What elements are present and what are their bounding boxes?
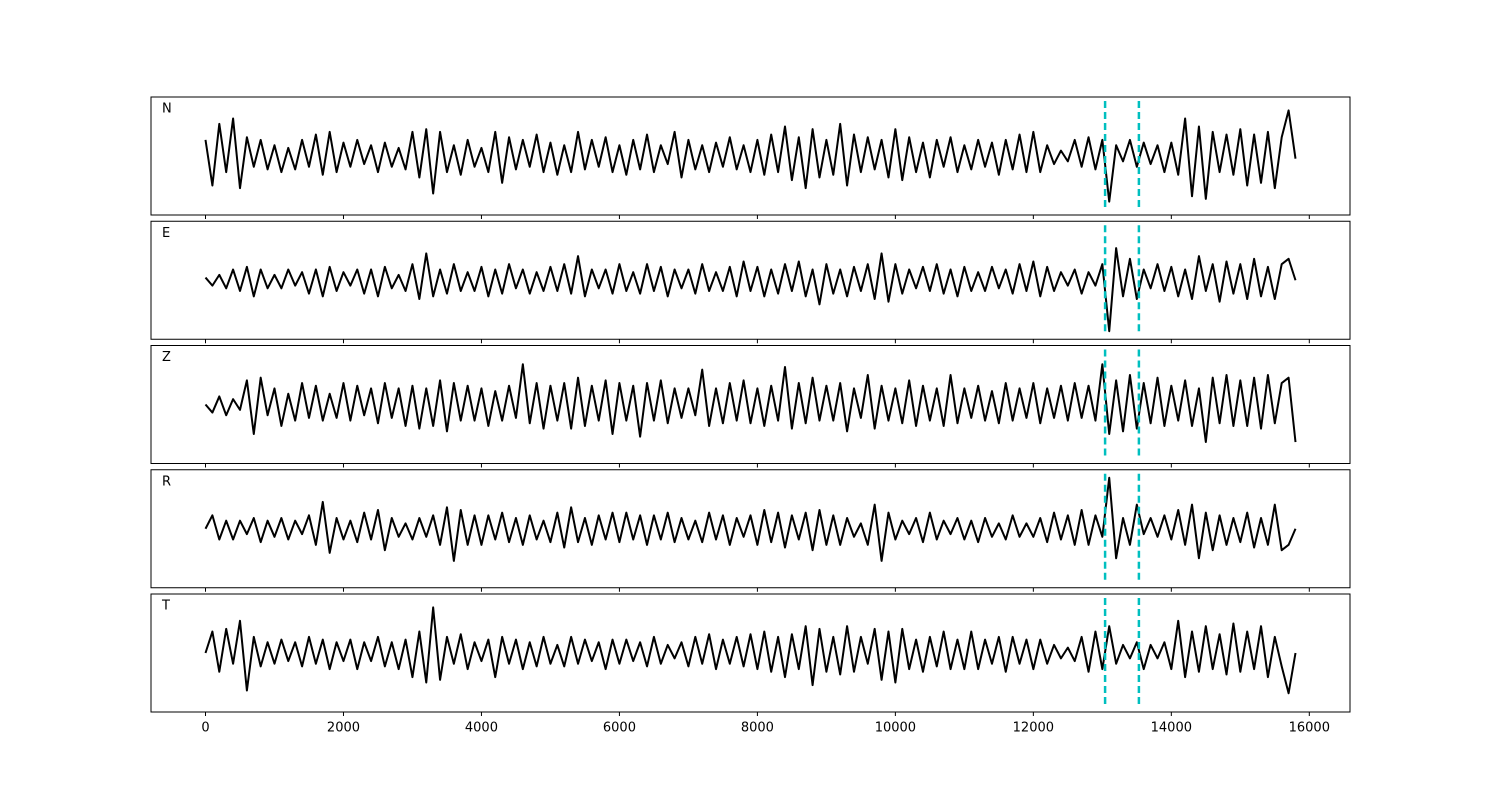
waveform [204,476,1297,562]
panel-frame [150,593,1351,713]
x-tick-label: 14000 [1151,721,1192,736]
x-tick-label: 8000 [741,721,774,736]
panel-label: Z [162,350,171,365]
x-tick-label: 6000 [603,721,636,736]
x-tick-label: 10000 [875,721,916,736]
panel-label: E [162,226,170,241]
panel-frame [150,96,1351,216]
panel-label: T [161,599,170,614]
panel-label: N [162,102,172,117]
waveform [204,363,1297,444]
panel-label: R [162,474,171,489]
panel-frame [150,220,1351,340]
waveform [204,247,1297,333]
panel-frame [150,345,1351,464]
x-tick-label: 4000 [465,721,498,736]
waveform [204,109,1297,203]
panel-frame [150,469,1351,589]
x-tick-label: 2000 [327,721,360,736]
x-tick-label: 16000 [1289,721,1330,736]
x-tick-label: 0 [201,721,209,736]
x-tick-label: 12000 [1013,721,1054,736]
waveform [204,606,1297,695]
